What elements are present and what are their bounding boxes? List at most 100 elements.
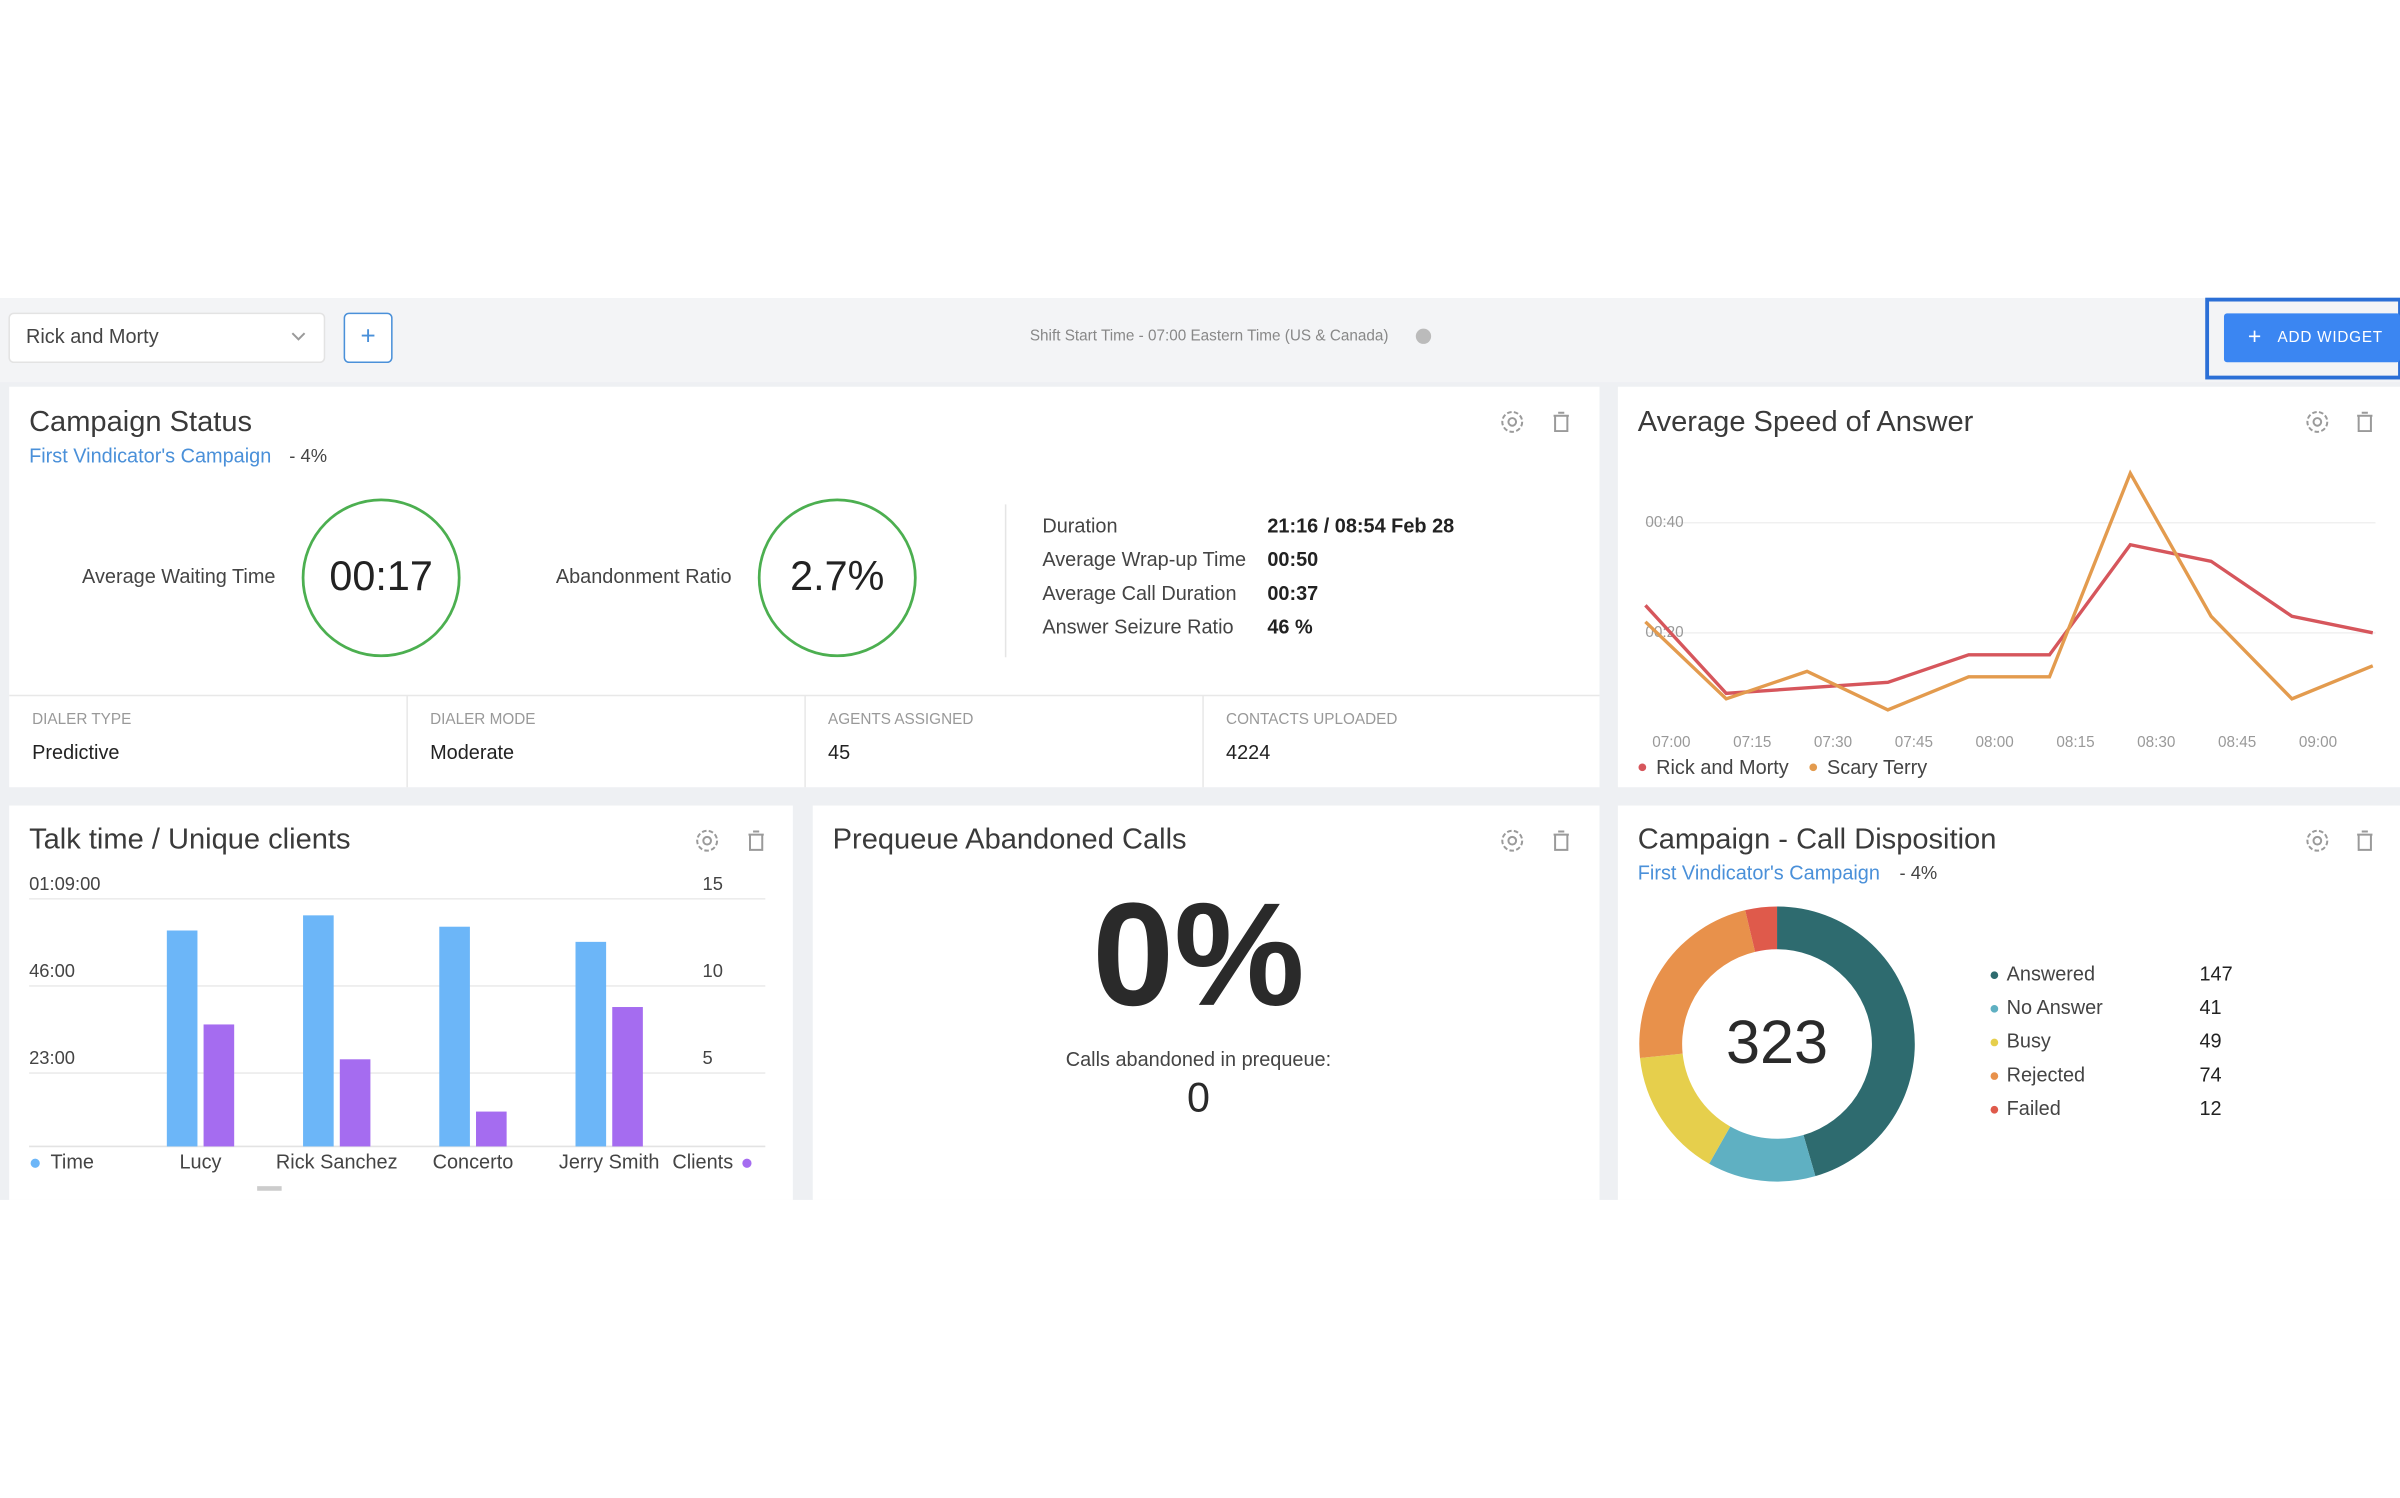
settings-icon[interactable]: [2306, 829, 2329, 852]
bar: [339, 1059, 371, 1147]
card: [812, 805, 1600, 1200]
x-tick-label: Rick Sanchez: [276, 1152, 398, 1174]
x-tick-label: 07:15: [1733, 734, 1771, 751]
settings-icon[interactable]: [1501, 829, 1524, 852]
kpi-label: Average Waiting Time: [82, 566, 275, 588]
y2-tick-label: 5: [703, 1047, 713, 1068]
legend-label: Rick and Morty: [1656, 757, 1789, 779]
stat-label: DIALER TYPE: [32, 711, 131, 728]
legend-label: Scary Terry: [1827, 757, 1927, 779]
delete-icon[interactable]: [748, 830, 764, 851]
delete-icon[interactable]: [2357, 830, 2373, 851]
legend-dot: [742, 1158, 752, 1168]
x-tick-label: 08:45: [2218, 734, 2256, 751]
legend-dot: [30, 1158, 40, 1168]
stat-label: CONTACTS UPLOADED: [1226, 711, 1397, 728]
donut-slice: [1640, 1053, 1731, 1164]
kpi-value: 00:17: [329, 553, 432, 599]
legend-label: No Answer: [2007, 997, 2104, 1019]
x-tick-label: 09:00: [2299, 734, 2337, 751]
card-title: Prequeue Abandoned Calls: [833, 823, 1187, 855]
kpi-ring: [301, 498, 461, 658]
donut-total: 323: [1726, 1008, 1828, 1076]
settings-icon[interactable]: [696, 829, 719, 852]
settings-icon-core: [702, 835, 712, 846]
bar: [203, 1024, 235, 1147]
campaign-link[interactable]: First Vindicator's Campaign: [29, 445, 271, 467]
y-tick-label: 00:40: [1645, 514, 1683, 531]
x-tick-label: Concerto: [433, 1152, 514, 1174]
legend-dot: [1990, 1038, 1999, 1047]
legend-dot: [1990, 1105, 1999, 1114]
x-tick-label: 07:30: [1814, 734, 1852, 751]
x-tick-label: 07:45: [1895, 734, 1933, 751]
legend-value: 49: [2199, 1031, 2221, 1053]
stat-value: Moderate: [430, 742, 514, 764]
detail-label: Answer Seizure Ratio: [1042, 617, 1233, 639]
add-widget-text: ADD WIDGET: [2278, 329, 2383, 346]
add-button[interactable]: [343, 312, 393, 364]
card-title: Campaign Status: [29, 406, 252, 438]
campaign-select[interactable]: [8, 312, 326, 364]
detail-label: Average Wrap-up Time: [1042, 549, 1246, 571]
legend-value: 12: [2199, 1098, 2221, 1120]
stat-value: 4224: [1226, 742, 1270, 764]
legend-value: 41: [2199, 997, 2221, 1019]
x-tick-label: Jerry Smith: [559, 1152, 660, 1174]
legend-label: Busy: [2007, 1031, 2051, 1053]
shift-info: Shift Start Time - 07:00 Eastern Time (U…: [1030, 327, 1389, 344]
y2-tick-label: 15: [703, 873, 723, 894]
kpi-label: Abandonment Ratio: [556, 566, 732, 588]
delete-icon[interactable]: [2357, 411, 2373, 433]
legend-dot: [1990, 1072, 1999, 1080]
y-tick-label: 46:00: [29, 960, 75, 981]
legend-label: Clients: [672, 1152, 733, 1174]
stat-value: Predictive: [32, 742, 119, 764]
donut-slice: [1639, 910, 1756, 1059]
kpi-ring: [757, 498, 917, 658]
info-icon[interactable]: [1415, 328, 1432, 344]
campaign-share: - 4%: [1899, 862, 1937, 883]
series-line: [1644, 469, 2374, 712]
series-line: [1644, 542, 2374, 696]
bar: [166, 930, 198, 1147]
donut-slice: [1709, 1126, 1816, 1182]
settings-icon-core: [1507, 417, 1518, 427]
detail-value: 21:16 / 08:54 Feb 28: [1267, 516, 1454, 538]
bar: [575, 941, 607, 1147]
y-tick-label: 23:00: [29, 1047, 75, 1068]
settings-icon[interactable]: [2306, 410, 2329, 433]
card-title: Talk time / Unique clients: [29, 823, 350, 855]
legend-value: 147: [2199, 963, 2232, 985]
kpi-value: 2.7%: [790, 553, 884, 599]
detail-value: 00:50: [1267, 549, 1318, 571]
y-tick-label: 01:09:00: [29, 873, 100, 894]
stat-value: 45: [828, 742, 850, 764]
legend-label: Time: [51, 1152, 94, 1174]
settings-icon[interactable]: [1501, 410, 1524, 433]
donut-slice: [1745, 906, 1778, 952]
delete-icon[interactable]: [1553, 830, 1569, 851]
y2-tick-label: 10: [703, 960, 723, 981]
settings-icon-core: [2312, 835, 2323, 846]
x-tick-label: 08:30: [2137, 734, 2175, 751]
stat-label: DIALER MODE: [430, 711, 535, 728]
bar: [439, 926, 470, 1147]
detail-label: Average Call Duration: [1042, 583, 1236, 605]
detail-value: 00:37: [1267, 583, 1318, 605]
scroll-handle[interactable]: [257, 1186, 282, 1191]
add-widget-button[interactable]: [2223, 313, 2400, 363]
donut-slice: [1777, 906, 1915, 1177]
card: [9, 805, 793, 1200]
delete-icon[interactable]: [1553, 411, 1569, 433]
legend-label: Answered: [2007, 963, 2095, 985]
legend-dot: [1638, 763, 1647, 772]
detail-value: 46 %: [1267, 617, 1313, 639]
prequeue-value: 0%: [1092, 873, 1304, 1037]
bar: [303, 915, 334, 1147]
card: [1617, 805, 2400, 1200]
campaign-link[interactable]: First Vindicator's Campaign: [1638, 863, 1880, 885]
detail-label: Duration: [1042, 516, 1117, 538]
legend-value: 74: [2199, 1064, 2221, 1086]
